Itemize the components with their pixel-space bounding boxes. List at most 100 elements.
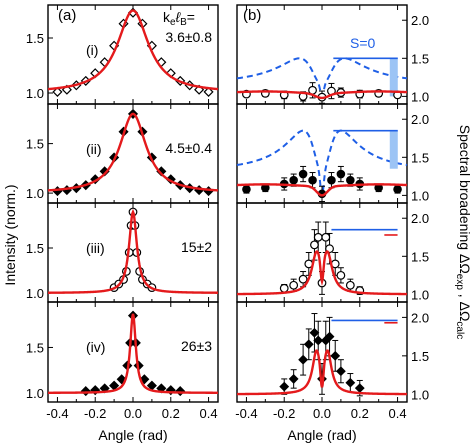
y-tick-label: 2.0	[411, 211, 429, 226]
data-point	[321, 232, 331, 242]
data-point	[303, 339, 314, 350]
data-point	[345, 280, 355, 290]
data-point	[298, 169, 308, 179]
fit-curve	[48, 208, 218, 294]
data-point	[324, 331, 335, 342]
data-point	[345, 377, 356, 388]
y-tick-label: 1.0	[411, 287, 429, 302]
data-point	[330, 350, 341, 361]
data-point	[336, 270, 346, 280]
data-point	[80, 386, 91, 397]
axes-frame	[236, 4, 408, 105]
row-label: (iv)	[86, 339, 105, 355]
data-point	[242, 184, 251, 194]
data-point	[203, 86, 214, 97]
y-tick-label: 1.5	[411, 349, 429, 364]
subplot-b2: 1.0 1.5 2.0	[236, 103, 429, 204]
data-point	[354, 383, 365, 394]
data-point	[335, 366, 346, 377]
y-tick-label: 1.0	[26, 86, 44, 101]
y-tick-label: 1.5	[411, 249, 429, 264]
fit-curve	[47, 9, 219, 91]
subplot-b4: -0.4 -0.2 0.0 0.2 0.4 1.0 1.5 2.0	[235, 301, 429, 421]
data-point	[327, 175, 336, 185]
fit-curve	[236, 183, 408, 197]
y-tick-label: 1.5	[26, 137, 44, 152]
data-point	[298, 354, 309, 365]
data-point	[279, 283, 289, 293]
x-tick-label: 0.0	[313, 406, 331, 421]
y-tick-label: 1.0	[411, 89, 429, 104]
subplot-a2: 1.0 1.5 (ii) 4.5±0.4	[26, 103, 219, 204]
calc-band	[389, 58, 398, 97]
fit-curve	[237, 349, 407, 396]
data-point	[313, 335, 324, 346]
y-tick-label: 1.5	[411, 51, 429, 66]
y-tick-label: 1.5	[26, 241, 44, 256]
data-point	[175, 386, 186, 397]
data-point	[336, 169, 346, 179]
data-point	[289, 175, 298, 185]
data-point	[288, 374, 299, 384]
fit-curve	[48, 313, 218, 394]
right-ylabel: Spectral broadening ΔΩexp , ΔΩcalc	[454, 125, 473, 339]
calc-band	[389, 130, 398, 169]
x-tick-label: -0.4	[46, 406, 68, 421]
panel-a-label: (a)	[58, 7, 76, 24]
data-point	[279, 381, 290, 392]
subplot-a3: 1.0 1.5 (iii) 15±2	[26, 202, 219, 303]
right-xlabel: Angle (rad)	[287, 427, 356, 443]
data-point	[116, 374, 127, 385]
y-tick-label: 1.5	[26, 31, 44, 46]
x-tick-label: -0.4	[235, 406, 257, 421]
fit-curve	[47, 112, 219, 192]
data-point	[289, 280, 299, 290]
row-label: (ii)	[86, 141, 102, 157]
data-point	[90, 174, 101, 185]
kl-value-label: 15±2	[181, 239, 212, 255]
subplot-a4: -0.4 -0.2 0.0 0.2 0.4 1.0 1.5 (iv) 26±3	[26, 301, 219, 421]
kl-value-label: 26±3	[181, 338, 212, 354]
y-tick-label: 1.0	[26, 286, 44, 301]
fit-curve	[236, 250, 408, 296]
y-tick-label: 1.0	[411, 188, 429, 203]
subplot-b3: 1.0 1.5 2.0	[236, 202, 429, 303]
subplot-b1: 1.0 1.5 2.0	[236, 4, 429, 105]
data-point	[309, 327, 320, 338]
data-point	[308, 175, 317, 185]
x-tick-label: 0.2	[351, 406, 369, 421]
x-tick-label: 0.2	[162, 406, 180, 421]
x-tick-label: 0.4	[389, 406, 407, 421]
subplot-a1: 1.0 1.5 (i) 3.6±0.8	[26, 4, 219, 105]
data-point	[310, 240, 319, 250]
x-tick-label: -0.2	[84, 406, 106, 421]
data-point	[90, 385, 101, 396]
plot-area: 1.0 1.5 (i) 3.6±0.8 1.0 1.5 (ii) 4.5±0.4 1.0 1.5 (…	[26, 4, 429, 421]
y-tick-label: 2.0	[411, 310, 429, 325]
y-tick-label: 2.0	[411, 112, 429, 127]
y-tick-label: 1.0	[411, 387, 429, 402]
data-point	[346, 175, 355, 185]
kl-header: keℓB=	[163, 9, 195, 28]
y-tick-label: 1.5	[411, 150, 429, 165]
data-point	[52, 86, 63, 97]
x-tick-label: 0.0	[124, 406, 142, 421]
panel-b-label: (b)	[243, 7, 261, 24]
left-ylabel: Intensity (norm.)	[2, 184, 18, 285]
left-xlabel: Angle (rad)	[98, 427, 167, 443]
s0-label: S=0	[350, 35, 376, 51]
y-tick-label: 2.0	[411, 13, 429, 28]
data-point	[139, 374, 150, 385]
kl-value-label: 3.6±0.8	[165, 29, 212, 45]
x-tick-label: 0.4	[200, 406, 218, 421]
data-point	[313, 232, 323, 242]
data-point	[393, 184, 402, 194]
fit-curve	[236, 90, 408, 100]
kl-value-label: 4.5±0.4	[165, 140, 212, 156]
data-point	[298, 274, 308, 284]
x-tick-label: -0.2	[273, 406, 295, 421]
y-tick-label: 1.5	[26, 340, 44, 355]
y-tick-label: 1.0	[26, 186, 44, 201]
y-tick-label: 1.0	[26, 386, 44, 401]
